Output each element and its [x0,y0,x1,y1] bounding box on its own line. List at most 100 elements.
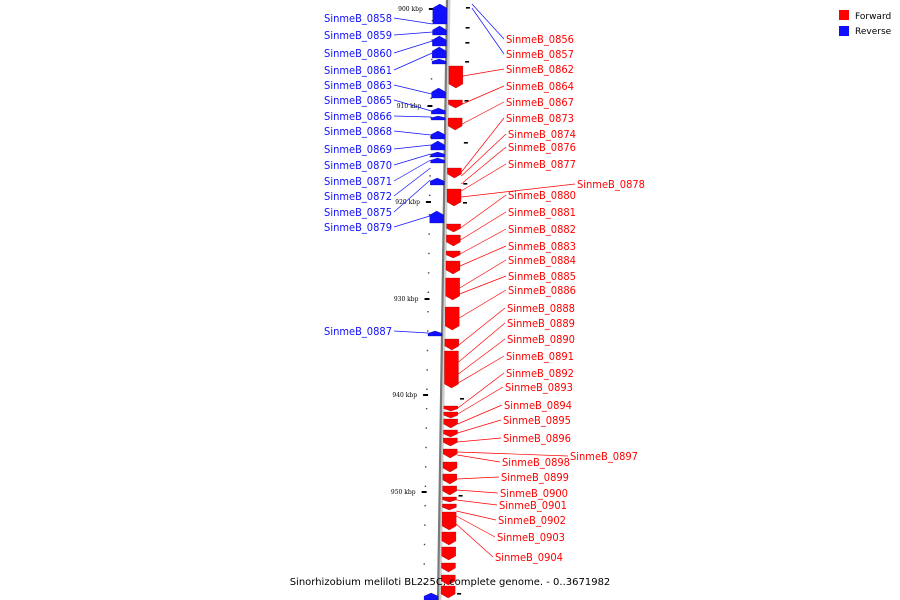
forward-gene-feature[interactable] [445,260,461,275]
reverse-gene-label[interactable]: SinmeB_0865 [324,94,392,107]
forward-gene-feature[interactable] [444,350,459,389]
forward-gene-label[interactable]: SinmeB_0874 [508,128,576,141]
forward-gene-feature[interactable] [443,429,458,438]
reverse-gene-label[interactable]: SinmeB_0860 [324,47,392,60]
forward-gene-label[interactable]: SinmeB_0897 [570,450,638,463]
forward-gene-feature[interactable] [442,503,457,511]
forward-gene-feature[interactable] [444,338,459,351]
forward-gene-label[interactable]: SinmeB_0857 [506,48,574,61]
reverse-gene-label[interactable]: SinmeB_0872 [324,190,392,203]
forward-gene-label[interactable]: SinmeB_0885 [508,270,576,283]
reverse-gene-feature[interactable] [431,107,446,115]
forward-gene-label[interactable]: SinmeB_0902 [498,514,566,527]
forward-gene-label[interactable]: SinmeB_0890 [507,333,575,346]
forward-gene-label[interactable]: SinmeB_0895 [503,414,571,427]
forward-gene-feature[interactable] [446,188,462,207]
forward-gene-label[interactable]: SinmeB_0892 [506,367,574,380]
reverse-gene-feature[interactable] [423,592,439,600]
legend-forward-label: Forward [855,12,891,22]
reverse-gene-feature[interactable] [430,140,445,151]
forward-gene-feature[interactable] [442,461,458,473]
reverse-gene-label[interactable]: SinmeB_0859 [324,29,392,42]
reverse-gene-label[interactable]: SinmeB_0866 [324,110,392,123]
reverse-gene-feature[interactable] [431,58,447,65]
forward-gene-label[interactable]: SinmeB_0888 [507,302,575,315]
reverse-gene-feature[interactable] [432,25,447,36]
reverse-gene-feature[interactable] [431,115,446,121]
forward-gene-feature[interactable] [443,411,458,419]
reverse-gene-label[interactable]: SinmeB_0861 [324,64,392,77]
forward-gene-label[interactable]: SinmeB_0880 [508,189,576,202]
reverse-gene-feature[interactable] [427,330,443,337]
forward-gene-feature[interactable] [442,511,457,531]
forward-gene-feature[interactable] [442,485,457,496]
forward-gene-feature[interactable] [440,585,456,599]
reverse-gene-feature[interactable] [432,3,447,25]
reverse-gene-feature[interactable] [431,87,446,99]
reverse-gene-feature[interactable] [430,130,446,140]
forward-label-leader [471,3,505,40]
forward-gene-feature[interactable] [446,234,461,247]
forward-gene-feature[interactable] [441,531,457,546]
forward-gene-label[interactable]: SinmeB_0856 [506,33,574,46]
forward-gene-feature[interactable] [446,223,461,233]
forward-gene-label[interactable]: SinmeB_0883 [508,240,576,253]
reverse-gene-label[interactable]: SinmeB_0875 [324,206,392,219]
forward-gene-feature[interactable] [441,574,456,586]
scale-tick [421,491,427,493]
forward-gene-label[interactable]: SinmeB_0876 [508,141,576,154]
reverse-gene-feature[interactable] [430,177,445,186]
forward-gene-feature[interactable] [447,117,463,131]
forward-gene-label[interactable]: SinmeB_0886 [508,284,576,297]
forward-gene-label[interactable]: SinmeB_0896 [503,432,571,445]
forward-gene-feature[interactable] [442,473,457,485]
forward-gene-label[interactable]: SinmeB_0904 [495,551,563,564]
forward-gene-label[interactable]: SinmeB_0881 [508,206,576,219]
reverse-gene-label[interactable]: SinmeB_0863 [324,79,392,92]
reverse-gene-feature[interactable] [430,151,445,158]
forward-gene-feature[interactable] [443,405,459,412]
forward-gene-label[interactable]: SinmeB_0862 [506,63,574,76]
forward-gene-feature[interactable] [446,250,461,259]
reverse-label-leader [393,330,429,334]
forward-gene-label[interactable]: SinmeB_0864 [506,80,574,93]
forward-gene-feature[interactable] [445,277,460,301]
reverse-gene-label[interactable]: SinmeB_0871 [324,175,392,188]
forward-gene-feature[interactable] [441,546,456,561]
forward-gene-feature[interactable] [443,418,458,429]
reverse-gene-feature[interactable] [429,210,444,224]
reverse-gene-feature[interactable] [432,46,447,59]
forward-gene-label[interactable]: SinmeB_0898 [502,456,570,469]
reverse-gene-feature[interactable] [432,35,447,47]
forward-gene-feature[interactable] [448,65,463,89]
reverse-gene-label[interactable]: SinmeB_0870 [324,159,392,172]
forward-gene-label[interactable]: SinmeB_0867 [506,96,574,109]
reverse-gene-label[interactable]: SinmeB_0887 [324,325,392,338]
forward-gene-feature[interactable] [443,437,458,447]
reverse-gene-label[interactable]: SinmeB_0868 [324,125,392,138]
forward-gene-label[interactable]: SinmeB_0899 [501,471,569,484]
forward-gene-label[interactable]: SinmeB_0884 [508,254,576,267]
forward-gene-label[interactable]: SinmeB_0894 [504,399,572,412]
reverse-gene-feature[interactable] [430,157,445,164]
reverse-gene-label[interactable]: SinmeB_0869 [324,143,392,156]
forward-gene-label[interactable]: SinmeB_0873 [506,112,574,125]
forward-gene-label[interactable]: SinmeB_0903 [497,531,565,544]
forward-gene-label[interactable]: SinmeB_0882 [508,223,576,236]
forward-gene-feature[interactable] [442,496,457,503]
forward-gene-label[interactable]: SinmeB_0877 [508,158,576,171]
forward-gene-feature[interactable] [448,99,463,109]
forward-gene-label[interactable]: SinmeB_0901 [499,499,567,512]
forward-gene-feature[interactable] [441,562,456,573]
forward-label-leader [461,101,505,125]
forward-gene-feature[interactable] [445,306,460,331]
reverse-gene-label[interactable]: SinmeB_0879 [324,221,392,234]
reverse-gene-label[interactable]: SinmeB_0858 [324,12,392,25]
forward-gene-label[interactable]: SinmeB_0878 [577,178,645,191]
forward-gene-label[interactable]: SinmeB_0900 [500,487,568,500]
forward-gene-label[interactable]: SinmeB_0893 [505,381,573,394]
forward-gene-label[interactable]: SinmeB_0891 [506,350,574,363]
forward-gene-feature[interactable] [443,448,458,459]
forward-gene-label[interactable]: SinmeB_0889 [507,317,575,330]
forward-gene-feature[interactable] [447,167,462,179]
